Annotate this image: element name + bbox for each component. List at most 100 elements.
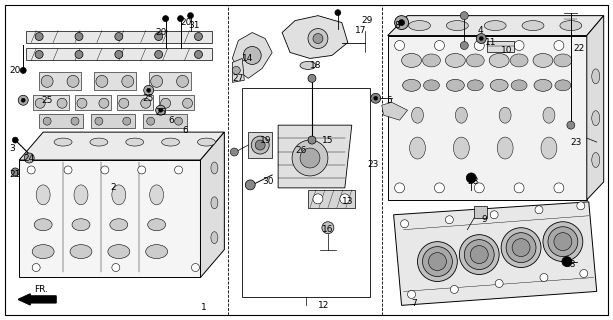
Circle shape bbox=[123, 117, 131, 125]
Polygon shape bbox=[26, 49, 213, 60]
Polygon shape bbox=[474, 206, 487, 218]
Circle shape bbox=[308, 28, 328, 49]
Circle shape bbox=[194, 33, 202, 41]
Ellipse shape bbox=[197, 138, 215, 146]
Polygon shape bbox=[94, 72, 135, 90]
Ellipse shape bbox=[511, 80, 527, 91]
Ellipse shape bbox=[534, 79, 552, 91]
Ellipse shape bbox=[446, 20, 468, 31]
Polygon shape bbox=[117, 95, 153, 110]
Circle shape bbox=[141, 98, 151, 108]
Circle shape bbox=[71, 117, 79, 125]
Circle shape bbox=[474, 41, 484, 51]
Text: 23: 23 bbox=[368, 160, 379, 170]
Circle shape bbox=[313, 34, 323, 44]
Ellipse shape bbox=[560, 20, 582, 31]
Circle shape bbox=[20, 68, 26, 73]
Circle shape bbox=[580, 269, 588, 277]
Ellipse shape bbox=[592, 69, 600, 84]
Ellipse shape bbox=[455, 107, 467, 123]
Circle shape bbox=[408, 291, 416, 298]
Circle shape bbox=[577, 202, 585, 210]
Circle shape bbox=[156, 105, 166, 115]
Circle shape bbox=[460, 42, 468, 50]
Circle shape bbox=[183, 98, 192, 108]
Text: FR.: FR. bbox=[34, 285, 48, 294]
Circle shape bbox=[27, 166, 35, 174]
Polygon shape bbox=[39, 114, 83, 128]
Circle shape bbox=[99, 98, 109, 108]
Polygon shape bbox=[75, 95, 111, 110]
Ellipse shape bbox=[510, 54, 528, 67]
Ellipse shape bbox=[211, 197, 218, 209]
Circle shape bbox=[75, 33, 83, 41]
Ellipse shape bbox=[454, 137, 470, 159]
Circle shape bbox=[77, 98, 87, 108]
Text: 22: 22 bbox=[574, 44, 585, 53]
Circle shape bbox=[460, 12, 468, 20]
Circle shape bbox=[506, 233, 536, 262]
Polygon shape bbox=[159, 95, 194, 110]
Circle shape bbox=[490, 211, 498, 219]
Polygon shape bbox=[387, 16, 604, 36]
Circle shape bbox=[101, 166, 109, 174]
Text: 8: 8 bbox=[395, 21, 400, 30]
Circle shape bbox=[188, 13, 194, 19]
Circle shape bbox=[25, 153, 34, 163]
Circle shape bbox=[243, 46, 261, 64]
Text: 18: 18 bbox=[310, 61, 321, 70]
Circle shape bbox=[395, 41, 405, 51]
Circle shape bbox=[474, 183, 484, 193]
Text: 9: 9 bbox=[481, 215, 487, 224]
Circle shape bbox=[12, 137, 18, 143]
Text: 7: 7 bbox=[411, 299, 417, 308]
Ellipse shape bbox=[112, 185, 126, 205]
Text: 2: 2 bbox=[111, 183, 116, 192]
Polygon shape bbox=[232, 59, 244, 82]
Ellipse shape bbox=[110, 219, 128, 231]
Circle shape bbox=[245, 180, 255, 190]
Text: 6: 6 bbox=[169, 116, 174, 125]
Circle shape bbox=[514, 41, 524, 51]
Circle shape bbox=[232, 67, 240, 74]
Ellipse shape bbox=[108, 244, 130, 259]
Ellipse shape bbox=[150, 185, 164, 205]
Text: 19: 19 bbox=[260, 136, 272, 145]
Ellipse shape bbox=[446, 53, 465, 68]
Circle shape bbox=[95, 117, 103, 125]
Circle shape bbox=[175, 117, 183, 125]
Circle shape bbox=[96, 76, 108, 87]
Circle shape bbox=[435, 183, 444, 193]
Text: 14: 14 bbox=[242, 54, 254, 63]
Circle shape bbox=[255, 140, 265, 150]
Ellipse shape bbox=[146, 244, 167, 259]
Circle shape bbox=[41, 76, 53, 87]
Ellipse shape bbox=[497, 137, 513, 159]
Text: 20: 20 bbox=[156, 28, 167, 37]
Ellipse shape bbox=[424, 80, 440, 91]
Polygon shape bbox=[487, 41, 514, 52]
Circle shape bbox=[162, 16, 169, 22]
Circle shape bbox=[514, 183, 524, 193]
Circle shape bbox=[115, 51, 123, 59]
Circle shape bbox=[159, 108, 162, 112]
Polygon shape bbox=[248, 132, 272, 158]
Circle shape bbox=[466, 173, 476, 183]
Text: 23: 23 bbox=[571, 138, 582, 147]
Circle shape bbox=[122, 76, 134, 87]
Circle shape bbox=[446, 216, 454, 224]
Text: 28: 28 bbox=[564, 260, 575, 269]
Text: 25: 25 bbox=[143, 94, 154, 103]
Polygon shape bbox=[278, 125, 352, 188]
Circle shape bbox=[395, 183, 405, 193]
Circle shape bbox=[292, 140, 328, 176]
Circle shape bbox=[540, 274, 548, 282]
Ellipse shape bbox=[90, 138, 108, 146]
Circle shape bbox=[35, 98, 45, 108]
Polygon shape bbox=[19, 132, 224, 160]
Text: 5: 5 bbox=[387, 96, 392, 105]
Circle shape bbox=[567, 121, 575, 129]
Circle shape bbox=[428, 252, 446, 270]
Text: 21: 21 bbox=[9, 171, 21, 180]
Ellipse shape bbox=[32, 244, 54, 259]
